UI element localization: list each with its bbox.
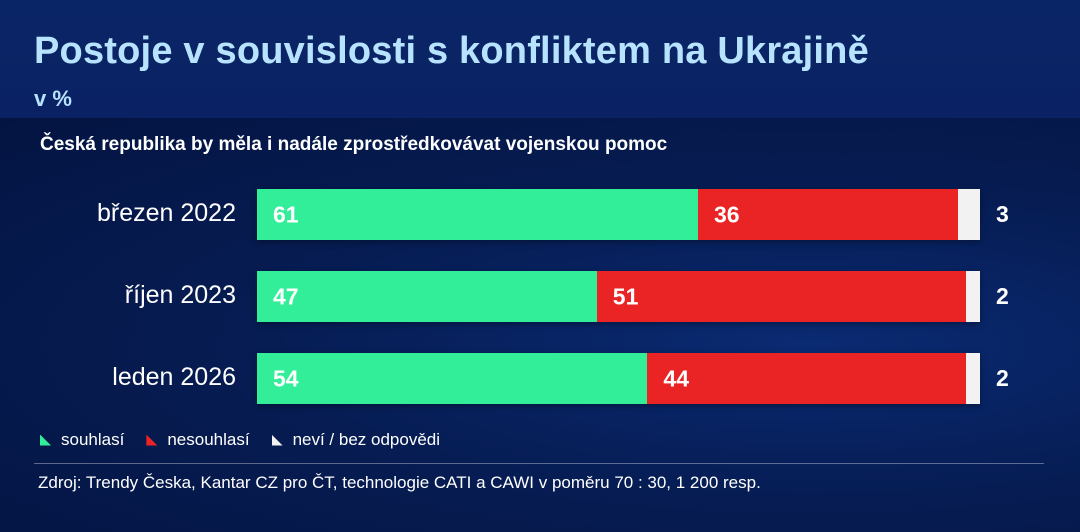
legend-label: nesouhlasí	[167, 430, 250, 449]
chart-panel	[0, 118, 1080, 532]
header-band	[0, 0, 1080, 118]
agree-segment: 54	[257, 353, 648, 404]
stacked-bar: 61 36	[257, 189, 980, 240]
data-label: 54	[273, 365, 299, 391]
data-label: 44	[663, 365, 689, 391]
row-label: říjen 2023	[124, 281, 236, 309]
chart-title: Postoje v souvislosti s konfliktem na Uk…	[34, 30, 869, 72]
dont-know-data-label: 2	[996, 365, 1009, 391]
disagree-segment: 36	[698, 189, 959, 240]
chart-legend: souhlasí nesouhlasí neví / bez odpovědi	[40, 430, 462, 450]
legend-label: neví / bez odpovědi	[292, 430, 441, 449]
legend-item: nesouhlasí	[146, 430, 250, 450]
dont-know-data-label: 3	[996, 201, 1009, 227]
agree-segment: 47	[257, 271, 597, 322]
source-note: Zdroj: Trendy Česka, Kantar CZ pro ČT, t…	[38, 473, 761, 492]
source-divider	[34, 463, 1044, 464]
chart-subtitle: v %	[34, 86, 72, 111]
data-label: 61	[273, 201, 299, 227]
disagree-segment: 44	[647, 353, 966, 404]
dont-know-segment	[958, 189, 980, 240]
legend-swatch-icon	[40, 434, 51, 446]
row-label: březen 2022	[96, 199, 236, 227]
dont-know-segment	[965, 353, 980, 404]
legend-label: souhlasí	[61, 430, 125, 449]
data-label: 36	[714, 201, 740, 227]
survey-question: Česká republika by měla i nadále zprostř…	[40, 134, 668, 155]
dont-know-data-label: 2	[996, 283, 1009, 309]
row-label: leden 2026	[112, 363, 236, 391]
legend-swatch-icon	[146, 434, 158, 446]
legend-item: souhlasí	[40, 430, 124, 450]
stacked-bar: 54 44	[257, 353, 980, 404]
dont-know-segment	[965, 271, 980, 322]
disagree-segment: 51	[596, 271, 966, 322]
stacked-bar: 47 51	[257, 271, 980, 322]
agree-segment: 61	[257, 189, 699, 240]
legend-swatch-icon	[271, 434, 283, 446]
data-label: 47	[273, 283, 299, 309]
data-label: 51	[612, 283, 639, 309]
legend-item: neví / bez odpovědi	[271, 430, 441, 450]
